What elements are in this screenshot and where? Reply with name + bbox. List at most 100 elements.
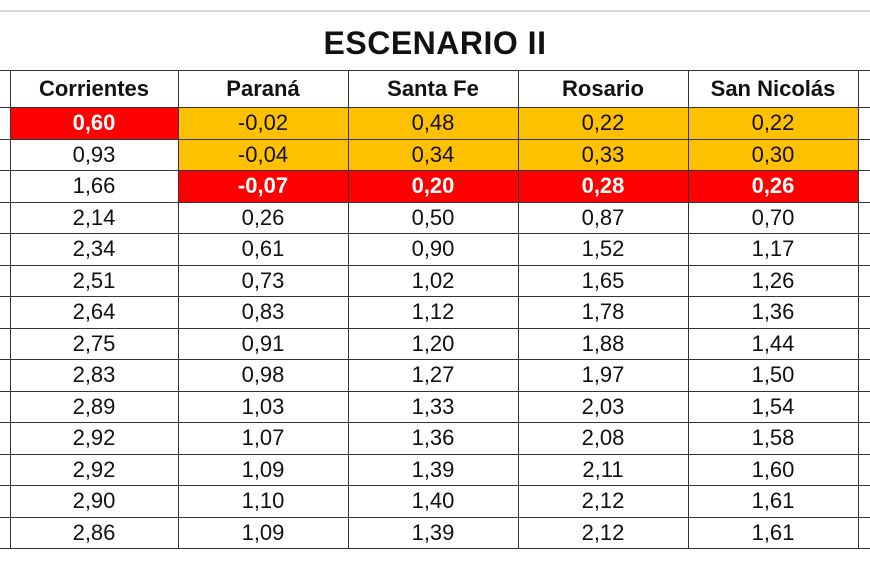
row-stub-cell — [0, 138, 11, 171]
cell-corrientes: 2,75 — [9, 327, 179, 360]
cell-rosario: 0,28 — [517, 170, 689, 203]
cell-santa-fe: 1,33 — [347, 390, 519, 423]
row-stub-cell — [0, 264, 11, 297]
cell-santa-fe: 1,39 — [347, 516, 519, 549]
row-tail-cell — [857, 233, 870, 266]
cell-parana: 1,09 — [177, 516, 349, 549]
cell-rosario: 0,87 — [517, 201, 689, 234]
cell-san-nicolas: 0,30 — [687, 138, 859, 171]
row-tail-cell — [857, 296, 870, 329]
cell-santa-fe: 1,02 — [347, 264, 519, 297]
cell-rosario: 1,52 — [517, 233, 689, 266]
cell-santa-fe: 0,34 — [347, 138, 519, 171]
cell-santa-fe: 0,48 — [347, 107, 519, 140]
table-row: 0,60 -0,02 0,48 0,22 0,22 — [0, 107, 870, 140]
row-stub-cell — [0, 516, 11, 549]
table-row: 2,90 1,10 1,40 2,12 1,61 — [0, 485, 870, 518]
header-tail-cell — [857, 70, 870, 108]
cell-parana: 0,61 — [177, 233, 349, 266]
cell-rosario: 2,08 — [517, 422, 689, 455]
cell-santa-fe: 1,12 — [347, 296, 519, 329]
cell-san-nicolas: 0,22 — [687, 107, 859, 140]
cell-corrientes: 2,86 — [9, 516, 179, 549]
cell-san-nicolas: 1,26 — [687, 264, 859, 297]
cell-rosario: 0,33 — [517, 138, 689, 171]
row-tail-cell — [857, 170, 870, 203]
cell-corrientes: 2,34 — [9, 233, 179, 266]
table-row: 2,51 0,73 1,02 1,65 1,26 — [0, 264, 870, 297]
cell-parana: 0,26 — [177, 201, 349, 234]
row-tail-cell — [857, 201, 870, 234]
cell-corrientes: 2,51 — [9, 264, 179, 297]
row-stub-cell — [0, 233, 11, 266]
table-row: 2,89 1,03 1,33 2,03 1,54 — [0, 390, 870, 423]
table-row: 2,14 0,26 0,50 0,87 0,70 — [0, 201, 870, 234]
cell-santa-fe: 0,50 — [347, 201, 519, 234]
row-stub-cell — [0, 390, 11, 423]
cell-parana: 0,98 — [177, 359, 349, 392]
cell-san-nicolas: 1,17 — [687, 233, 859, 266]
row-tail-cell — [857, 390, 870, 423]
cell-parana: 0,91 — [177, 327, 349, 360]
cell-corrientes: 0,93 — [9, 138, 179, 171]
cell-san-nicolas: 1,44 — [687, 327, 859, 360]
cell-corrientes: 2,89 — [9, 390, 179, 423]
cell-rosario: 1,88 — [517, 327, 689, 360]
cell-rosario: 0,22 — [517, 107, 689, 140]
table-row: 0,93 -0,04 0,34 0,33 0,30 — [0, 138, 870, 171]
top-divider — [0, 10, 870, 12]
cell-corrientes: 2,90 — [9, 485, 179, 518]
row-tail-cell — [857, 516, 870, 549]
page-title: ESCENARIO II — [323, 25, 547, 61]
cell-rosario: 1,65 — [517, 264, 689, 297]
cell-parana: -0,04 — [177, 138, 349, 171]
cell-san-nicolas: 1,60 — [687, 453, 859, 486]
row-stub-cell — [0, 296, 11, 329]
cell-santa-fe: 0,20 — [347, 170, 519, 203]
row-stub-cell — [0, 170, 11, 203]
table-body: 0,60 -0,02 0,48 0,22 0,22 0,93 -0,04 0,34 0,33 0,… — [0, 107, 870, 549]
row-tail-cell — [857, 264, 870, 297]
table-row: 2,92 1,07 1,36 2,08 1,58 — [0, 422, 870, 455]
table-row: 2,83 0,98 1,27 1,97 1,50 — [0, 359, 870, 392]
cell-santa-fe: 1,36 — [347, 422, 519, 455]
table-row: 2,64 0,83 1,12 1,78 1,36 — [0, 296, 870, 329]
column-header-santa-fe: Santa Fe — [347, 70, 519, 108]
cell-corrientes: 1,66 — [9, 170, 179, 203]
cell-corrientes: 2,92 — [9, 422, 179, 455]
cell-corrientes: 2,92 — [9, 453, 179, 486]
row-stub-cell — [0, 453, 11, 486]
cell-san-nicolas: 0,70 — [687, 201, 859, 234]
cell-parana: -0,07 — [177, 170, 349, 203]
cell-santa-fe: 1,39 — [347, 453, 519, 486]
cell-corrientes: 2,83 — [9, 359, 179, 392]
row-tail-cell — [857, 107, 870, 140]
row-stub-cell — [0, 327, 11, 360]
row-tail-cell — [857, 453, 870, 486]
cell-santa-fe: 1,20 — [347, 327, 519, 360]
cell-parana: 1,09 — [177, 453, 349, 486]
row-tail-cell — [857, 138, 870, 171]
cell-corrientes: 2,64 — [9, 296, 179, 329]
column-header-rosario: Rosario — [517, 70, 689, 108]
row-stub-cell — [0, 359, 11, 392]
cell-corrientes: 0,60 — [9, 107, 179, 140]
table-row: 1,66 -0,07 0,20 0,28 0,26 — [0, 170, 870, 203]
cell-rosario: 2,12 — [517, 485, 689, 518]
cell-santa-fe: 0,90 — [347, 233, 519, 266]
cell-rosario: 1,97 — [517, 359, 689, 392]
table-row: 2,75 0,91 1,20 1,88 1,44 — [0, 327, 870, 360]
scenario-table: Corrientes Paraná Santa Fe Rosario San N… — [0, 70, 870, 549]
column-header-corrientes: Corrientes — [9, 70, 179, 108]
cell-rosario: 1,78 — [517, 296, 689, 329]
cell-parana: 0,73 — [177, 264, 349, 297]
cell-corrientes: 2,14 — [9, 201, 179, 234]
row-tail-cell — [857, 359, 870, 392]
row-tail-cell — [857, 327, 870, 360]
row-stub-cell — [0, 422, 11, 455]
cell-san-nicolas: 1,50 — [687, 359, 859, 392]
cell-san-nicolas: 1,61 — [687, 516, 859, 549]
cell-santa-fe: 1,27 — [347, 359, 519, 392]
column-header-parana: Paraná — [177, 70, 349, 108]
